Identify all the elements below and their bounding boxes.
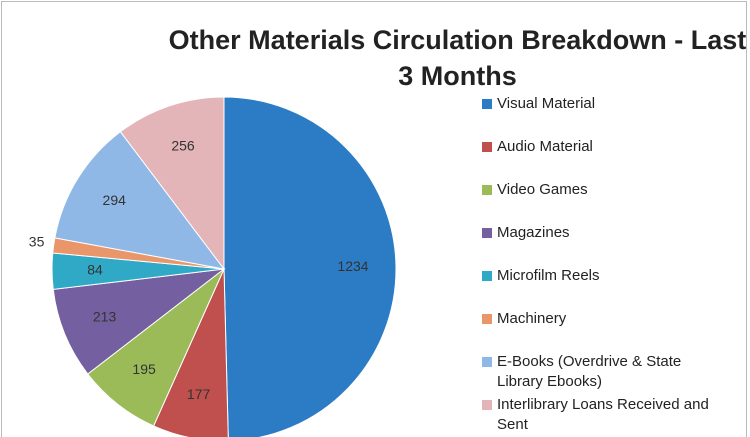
legend-swatch — [482, 400, 492, 410]
legend-item: Audio Material — [482, 137, 732, 180]
data-label: 177 — [187, 386, 211, 402]
data-label: 1234 — [337, 258, 368, 274]
data-label: 84 — [87, 261, 103, 277]
legend-label: E-Books (Overdrive & State Library Ebook… — [497, 353, 682, 390]
data-label: 195 — [132, 361, 156, 377]
legend-swatch — [482, 142, 492, 152]
legend-swatch — [482, 271, 492, 281]
legend: Visual Material Audio Material Video Games… — [482, 94, 732, 437]
legend-item: Microfilm Reels — [482, 266, 732, 309]
legend-label: Machinery — [497, 310, 567, 327]
legend-item: Machinery — [482, 309, 732, 352]
legend-swatch — [482, 357, 492, 367]
legend-item: Interlibrary Loans Received and Sent — [482, 395, 732, 437]
legend-item: Video Games — [482, 180, 732, 223]
data-label: 213 — [93, 308, 117, 324]
pie-slice — [119, 96, 225, 271]
legend-label: Video Games — [497, 181, 588, 198]
pie-slice — [223, 96, 397, 437]
legend-swatch — [482, 185, 492, 195]
data-label: 294 — [103, 192, 127, 208]
legend-item: Visual Material — [482, 94, 732, 137]
legend-item: E-Books (Overdrive & State Library Ebook… — [482, 352, 732, 395]
data-label: 256 — [171, 137, 195, 153]
pie-slice — [54, 131, 226, 270]
legend-label: Interlibrary Loans Received and Sent — [497, 396, 709, 433]
legend-label: Magazines — [497, 224, 570, 241]
chart-title: Other Materials Circulation Breakdown - … — [168, 25, 747, 91]
legend-label: Microfilm Reels — [497, 267, 600, 284]
legend-swatch — [482, 99, 492, 109]
data-label: 35 — [29, 234, 45, 250]
legend-label: Audio Material — [497, 138, 593, 155]
legend-label: Visual Material — [497, 95, 596, 112]
legend-item: Magazines — [482, 223, 732, 266]
legend-swatch — [482, 228, 492, 238]
pie-slice — [52, 268, 226, 375]
legend-swatch — [482, 314, 492, 324]
